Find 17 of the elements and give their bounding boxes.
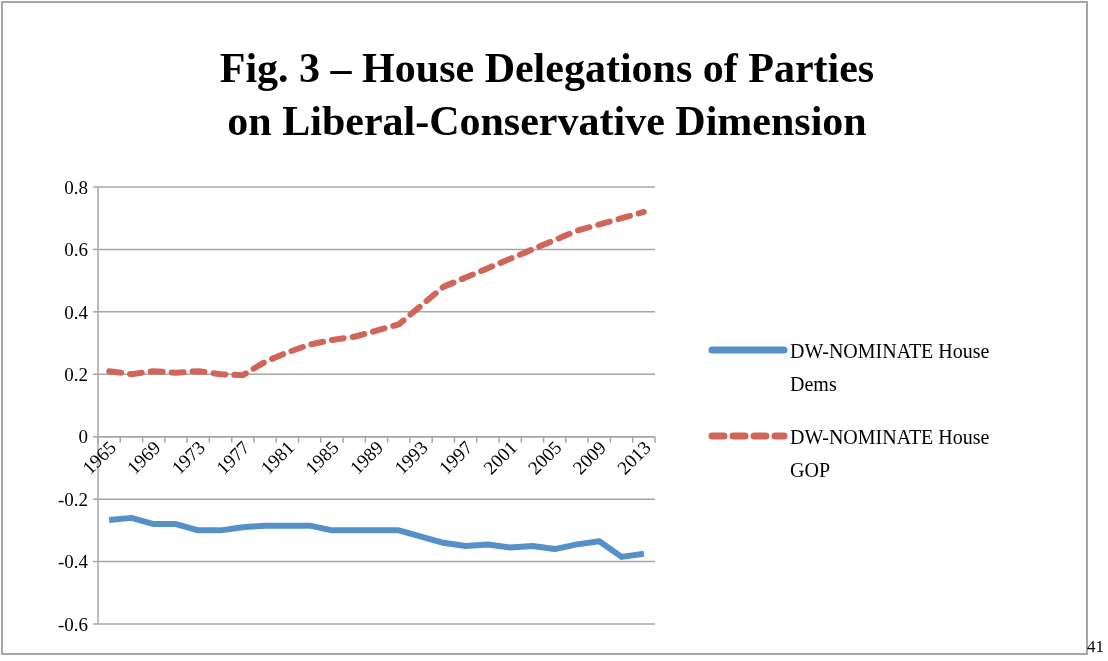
y-tick-label: 0.2 [64, 363, 88, 385]
x-tick-label: 1993 [390, 436, 432, 479]
chart-title: Fig. 3 – House Delegations of Parties on Liberal-Conservative Dimension [219, 45, 875, 144]
x-tick-label: 1989 [345, 436, 388, 479]
legend-label: DW-NOMINATE House GOP [790, 426, 990, 481]
text: 41 [1087, 637, 1104, 656]
y-tick-label: -0.6 [57, 613, 88, 635]
y-tick-label: 0.8 [64, 176, 88, 198]
y-tick-label: 0.4 [64, 301, 89, 323]
y-tick-label: 0 [78, 426, 88, 448]
x-tick-label: 1981 [256, 436, 299, 479]
y-tick-label: 0.6 [64, 239, 88, 261]
legend-label: DW-NOMINATE House Dems [790, 340, 990, 395]
y-tick-label: -0.4 [57, 551, 89, 573]
y-tick-label: -0.2 [57, 488, 88, 510]
x-tick-label: 1973 [167, 436, 210, 479]
x-tick-label: 1969 [122, 436, 165, 479]
